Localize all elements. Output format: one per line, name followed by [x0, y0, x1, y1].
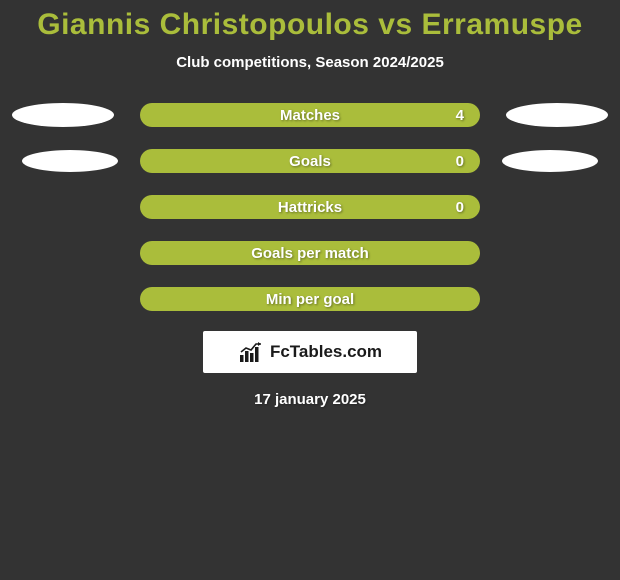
stat-label: Goals per match [251, 245, 369, 262]
date-label: 17 january 2025 [254, 391, 366, 408]
stat-value: 0 [456, 199, 464, 216]
stat-label: Min per goal [266, 291, 354, 308]
stats-area: Matches 4 Goals 0 Hattricks 0 Goals per match M… [0, 103, 620, 311]
stat-bar: Min per goal [140, 287, 480, 311]
stat-bar: Goals 0 [140, 149, 480, 173]
ellipse-left [12, 103, 114, 127]
stat-value: 4 [456, 107, 464, 124]
ellipse-right [502, 150, 598, 172]
stat-row: Goals per match [0, 241, 620, 265]
stat-bar: Goals per match [140, 241, 480, 265]
stat-row: Min per goal [0, 287, 620, 311]
stat-value: 0 [456, 153, 464, 170]
page-title: Giannis Christopoulos vs Erramuspe [37, 8, 582, 42]
stat-row: Hattricks 0 [0, 195, 620, 219]
stat-label: Goals [289, 153, 331, 170]
chart-icon [238, 342, 264, 362]
logo-box[interactable]: FcTables.com [203, 331, 417, 373]
stat-bar: Hattricks 0 [140, 195, 480, 219]
main-container: Giannis Christopoulos vs Erramuspe Club … [0, 0, 620, 408]
logo-text: FcTables.com [270, 342, 382, 362]
stat-bar: Matches 4 [140, 103, 480, 127]
stat-label: Matches [280, 107, 340, 124]
stat-label: Hattricks [278, 199, 342, 216]
ellipse-left [22, 150, 118, 172]
subtitle: Club competitions, Season 2024/2025 [176, 54, 444, 71]
ellipse-right [506, 103, 608, 127]
stat-row: Matches 4 [0, 103, 620, 127]
stat-row: Goals 0 [0, 149, 620, 173]
